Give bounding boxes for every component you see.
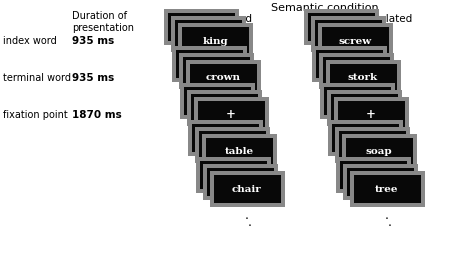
Bar: [179, 53, 253, 89]
Text: soap: soap: [365, 147, 392, 157]
Text: tree: tree: [375, 185, 399, 193]
Bar: [179, 83, 254, 119]
Text: 935 ms: 935 ms: [72, 73, 114, 83]
Bar: [178, 23, 252, 59]
Bar: [168, 13, 235, 41]
Bar: [213, 175, 281, 203]
Bar: [346, 138, 413, 166]
Bar: [171, 46, 246, 82]
Text: Duration of
presentation: Duration of presentation: [72, 11, 134, 33]
Bar: [203, 164, 277, 200]
Text: table: table: [225, 147, 253, 157]
Bar: [347, 168, 414, 196]
Text: ⋅: ⋅: [388, 220, 392, 233]
Bar: [319, 83, 395, 119]
Bar: [189, 64, 257, 92]
Bar: [311, 46, 387, 82]
Text: related: related: [215, 14, 252, 24]
Bar: [210, 171, 284, 207]
Text: unrelated: unrelated: [362, 14, 412, 24]
Bar: [327, 120, 403, 156]
Bar: [206, 168, 274, 196]
Bar: [174, 20, 242, 48]
Bar: [339, 131, 406, 159]
Bar: [323, 57, 390, 85]
Bar: [330, 64, 397, 92]
Text: Semantic condition: Semantic condition: [271, 3, 379, 13]
Bar: [200, 161, 267, 189]
Bar: [182, 57, 250, 85]
Bar: [333, 97, 408, 133]
Bar: [335, 157, 411, 193]
Bar: [176, 50, 243, 78]
Bar: [187, 90, 261, 126]
Bar: [303, 9, 379, 45]
Text: +: +: [366, 109, 376, 122]
Bar: [163, 9, 238, 45]
Bar: [308, 13, 374, 41]
Text: index word: index word: [3, 36, 57, 46]
Bar: [326, 90, 401, 126]
Text: ⋅: ⋅: [248, 220, 252, 233]
Text: +: +: [226, 109, 236, 122]
Bar: [310, 16, 385, 52]
Bar: [318, 53, 393, 89]
Text: stork: stork: [348, 74, 378, 82]
Bar: [316, 50, 382, 78]
Bar: [181, 27, 249, 55]
Bar: [332, 124, 398, 152]
Bar: [190, 94, 258, 122]
Bar: [184, 87, 251, 115]
Bar: [341, 134, 416, 170]
Bar: [322, 27, 389, 55]
Bar: [338, 101, 405, 129]
Text: screw: screw: [339, 37, 372, 45]
Text: terminal word: terminal word: [3, 73, 71, 83]
Bar: [349, 171, 424, 207]
Bar: [325, 60, 400, 96]
Text: chair: chair: [232, 185, 262, 193]
Bar: [192, 124, 259, 152]
Text: crown: crown: [205, 74, 241, 82]
Text: fixation point: fixation point: [3, 110, 68, 120]
Bar: [334, 127, 409, 163]
Bar: [187, 120, 262, 156]
Bar: [342, 164, 417, 200]
Text: ⋅: ⋅: [245, 213, 249, 226]
Bar: [354, 175, 421, 203]
Bar: [324, 87, 390, 115]
Bar: [315, 20, 382, 48]
Bar: [202, 134, 276, 170]
Bar: [205, 138, 273, 166]
Bar: [331, 94, 398, 122]
Text: king: king: [202, 37, 228, 45]
Bar: [171, 16, 245, 52]
Bar: [340, 161, 406, 189]
Bar: [195, 127, 269, 163]
Bar: [186, 60, 260, 96]
Bar: [317, 23, 392, 59]
Bar: [195, 157, 270, 193]
Text: ⋅: ⋅: [385, 213, 389, 226]
Bar: [197, 101, 265, 129]
Bar: [198, 131, 266, 159]
Text: 1870 ms: 1870 ms: [72, 110, 122, 120]
Text: 935 ms: 935 ms: [72, 36, 114, 46]
Bar: [194, 97, 268, 133]
